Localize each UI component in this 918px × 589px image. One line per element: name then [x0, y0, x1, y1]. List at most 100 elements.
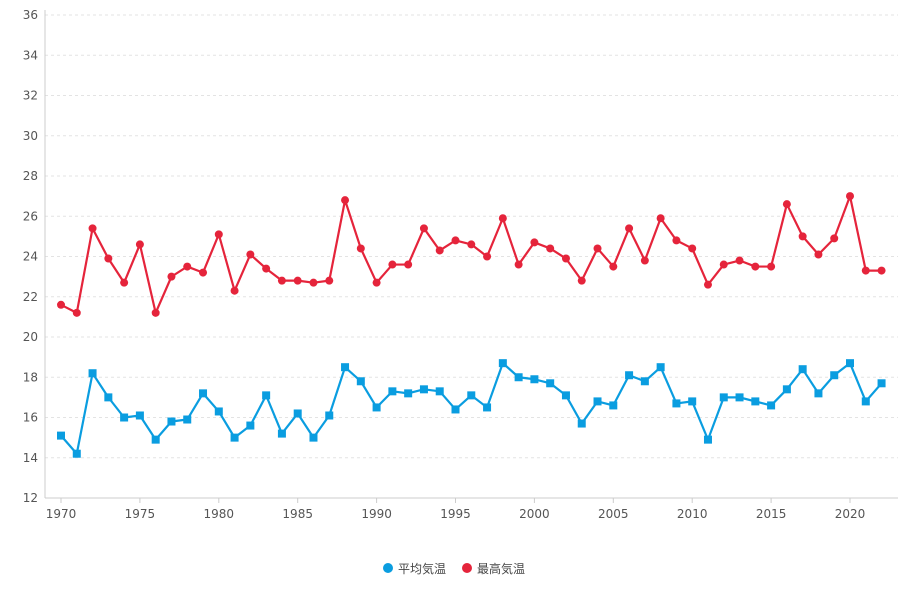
data-point	[246, 421, 255, 430]
legend-label-0: 平均気温	[398, 561, 446, 576]
data-point	[120, 413, 129, 422]
data-point	[483, 403, 492, 412]
x-tick-label: 1990	[361, 507, 392, 521]
data-point	[767, 401, 776, 410]
data-point	[356, 377, 365, 386]
data-point	[404, 389, 413, 398]
data-point	[183, 415, 192, 424]
data-point	[530, 238, 539, 247]
data-point	[388, 387, 397, 396]
data-point	[814, 389, 823, 398]
data-point	[88, 369, 97, 378]
data-point	[388, 260, 397, 269]
data-point	[135, 411, 144, 420]
data-point	[199, 389, 208, 398]
data-point	[767, 262, 776, 271]
y-tick-label: 28	[23, 169, 38, 183]
data-point	[435, 387, 444, 396]
data-point	[561, 391, 570, 400]
data-point	[183, 262, 192, 271]
data-point	[167, 272, 176, 281]
data-point	[546, 244, 555, 253]
data-point	[861, 397, 870, 406]
data-point	[640, 377, 649, 386]
data-point	[325, 411, 334, 420]
data-point	[609, 262, 618, 271]
data-point	[57, 431, 65, 440]
y-tick-label: 18	[23, 370, 38, 384]
data-point	[719, 393, 728, 402]
legend: 平均気温 最高気温	[383, 561, 525, 576]
y-tick-label: 16	[23, 411, 38, 425]
data-point	[735, 256, 744, 265]
x-tick-label: 1980	[204, 507, 235, 521]
x-tick-label: 2020	[835, 507, 866, 521]
x-tick-label: 1975	[125, 507, 156, 521]
data-point	[782, 200, 791, 209]
data-point	[577, 419, 586, 428]
series-line-0	[60, 362, 883, 455]
data-point	[404, 260, 413, 269]
data-point	[514, 373, 523, 382]
legend-label-1: 最高気温	[477, 561, 525, 576]
series-group	[57, 192, 886, 458]
data-point	[877, 266, 886, 275]
y-tick-label: 26	[23, 209, 38, 223]
data-point	[830, 234, 839, 243]
data-point	[814, 250, 823, 259]
series-line-1	[60, 195, 882, 314]
data-point	[120, 278, 129, 287]
data-point	[846, 359, 854, 368]
x-tick-label: 1970	[46, 507, 77, 521]
data-point	[703, 435, 712, 444]
data-point	[230, 286, 239, 295]
data-point	[672, 399, 681, 408]
y-tick-label: 32	[23, 89, 38, 103]
data-point	[214, 407, 223, 416]
data-point	[341, 196, 350, 205]
y-tick-label: 30	[23, 129, 38, 143]
data-point	[640, 256, 649, 265]
data-point	[341, 363, 350, 372]
y-tick-label: 24	[23, 250, 38, 264]
data-point	[88, 224, 97, 233]
data-point	[467, 240, 476, 249]
axes: 12 14 16 18 20 22 24 26 28 30 32 34 36 1970 1975 1980 19…	[23, 8, 898, 521]
data-point	[625, 371, 634, 380]
data-point	[451, 236, 460, 245]
data-point	[498, 214, 507, 223]
data-point	[262, 264, 271, 273]
data-point	[104, 393, 113, 402]
data-point	[72, 449, 81, 458]
data-point	[262, 391, 271, 400]
data-point	[151, 308, 160, 317]
x-tick-label: 2000	[519, 507, 550, 521]
data-point	[593, 244, 602, 253]
data-point	[293, 276, 302, 285]
data-point	[782, 385, 791, 394]
data-point	[230, 433, 239, 442]
data-point	[151, 435, 160, 444]
data-point	[735, 393, 744, 402]
data-point	[798, 365, 807, 374]
data-point	[688, 244, 697, 253]
legend-marker-0	[383, 563, 393, 573]
data-point	[751, 262, 760, 271]
data-point	[277, 429, 286, 438]
data-point	[656, 214, 665, 223]
data-point	[451, 405, 460, 414]
data-point	[199, 268, 208, 277]
data-point	[530, 375, 539, 384]
data-point	[246, 250, 255, 259]
data-point	[293, 409, 302, 418]
data-point	[546, 379, 555, 388]
data-point	[625, 224, 634, 233]
data-point	[751, 397, 760, 406]
data-point	[419, 224, 428, 233]
x-tick-label: 1985	[282, 507, 313, 521]
data-point	[435, 246, 444, 255]
data-point	[498, 359, 507, 368]
data-point	[104, 254, 113, 263]
data-point	[719, 260, 728, 269]
